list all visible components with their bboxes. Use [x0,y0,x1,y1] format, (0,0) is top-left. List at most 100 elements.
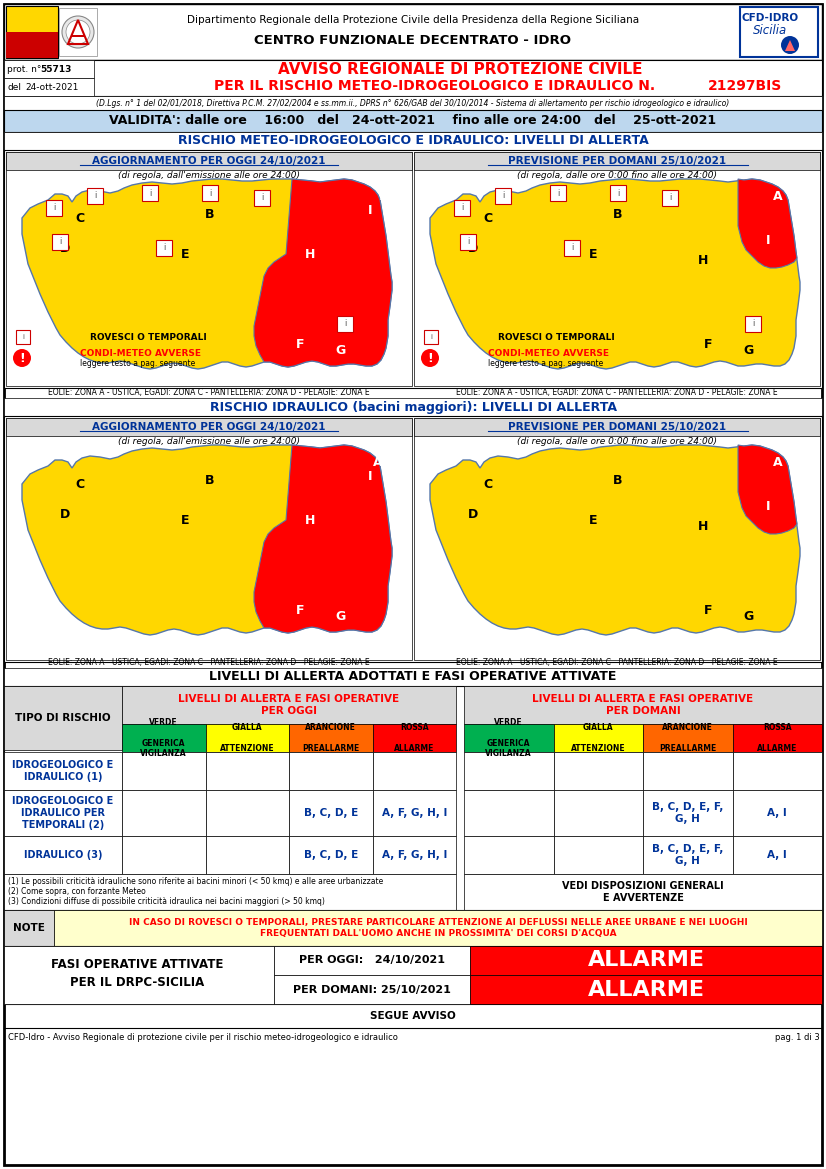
Text: prot. n°: prot. n° [7,64,41,74]
Text: H: H [698,519,708,533]
Text: (di regola, dall'emissione alle ore 24:00): (di regola, dall'emissione alle ore 24:0… [118,171,300,180]
Text: i: i [53,203,55,213]
Text: pag. 1 di 3: pag. 1 di 3 [776,1032,820,1042]
Text: C: C [75,212,84,224]
Text: (di regola, dalle ore 0:00 fino alle ore 24:00): (di regola, dalle ore 0:00 fino alle ore… [517,436,717,445]
Text: I: I [766,499,771,512]
Bar [4,686,822,971]
Bar [740,7,818,57]
Text: E: E [181,514,189,527]
Bar [553,752,643,790]
Bar [373,790,456,836]
Text: C: C [483,212,492,224]
Text: CONDI-METEO AVVERSE: CONDI-METEO AVVERSE [80,348,201,358]
Text: LIVELLI DI ALLERTA E FASI OPERATIVE
PER OGGI: LIVELLI DI ALLERTA E FASI OPERATIVE PER … [178,694,400,715]
Text: ARANCIONE

PREALLARME: ARANCIONE PREALLARME [659,724,716,753]
Bar [733,724,822,752]
Bar [122,752,206,790]
Bar [6,419,412,436]
Text: E: E [181,249,189,262]
Text: VEDI DISPOSIZIONI GENERALI
E AVVERTENZE: VEDI DISPOSIZIONI GENERALI E AVVERTENZE [563,881,724,902]
Bar [373,752,456,790]
Text: EOLIE: ZONA A - USTICA, EGADI: ZONA C - PANTELLERIA: ZONA D - PELAGIE: ZONA E: EOLIE: ZONA A - USTICA, EGADI: ZONA C - … [456,658,778,667]
Text: LIVELLI DI ALLERTA E FASI OPERATIVE
PER DOMANI: LIVELLI DI ALLERTA E FASI OPERATIVE PER … [533,694,753,715]
Text: i: i [617,188,620,198]
Text: GIALLA

ATTENZIONE: GIALLA ATTENZIONE [571,724,625,753]
Text: ROSSA

ALLARME: ROSSA ALLARME [394,724,434,753]
Text: H: H [698,254,708,267]
Text: CENTRO FUNZIONALE DECENTRATO - IDRO: CENTRO FUNZIONALE DECENTRATO - IDRO [254,34,572,47]
Bar [662,191,678,206]
Bar [4,909,822,946]
Text: A: A [773,456,783,469]
Bar [424,330,438,344]
Text: CONDI-METEO AVVERSE: CONDI-METEO AVVERSE [488,348,609,358]
Bar [4,110,822,132]
Bar [4,790,122,836]
Bar [274,946,470,975]
Bar [464,724,553,752]
Text: TIPO DI RISCHIO: TIPO DI RISCHIO [15,713,111,722]
Bar [142,185,158,201]
Polygon shape [254,445,392,632]
Text: D: D [468,507,478,520]
Text: VERDE

GENERICA
VIGILANZA: VERDE GENERICA VIGILANZA [140,718,187,759]
Bar [4,416,822,662]
Bar [4,874,456,909]
Text: (di regola, dall'emissione alle ore 24:00): (di regola, dall'emissione alle ore 24:0… [118,436,300,445]
Text: AVVISO REGIONALE DI PROTEZIONE CIVILE: AVVISO REGIONALE DI PROTEZIONE CIVILE [278,62,643,76]
Bar [122,836,206,874]
Text: B: B [613,208,623,221]
Bar [4,946,822,1004]
Bar [6,152,412,170]
Text: !: ! [427,352,433,365]
Circle shape [421,350,439,367]
Bar [4,686,122,750]
Text: PER IL DRPC-SICILIA: PER IL DRPC-SICILIA [70,975,204,989]
Bar [454,200,470,216]
Text: B: B [205,475,215,487]
Bar [274,975,470,1004]
Bar [337,316,353,332]
Text: i: i [571,243,573,253]
Text: B, C, D, E, F,
G, H: B, C, D, E, F, G, H [652,844,724,866]
Text: H: H [305,514,316,527]
Text: Sicilia: Sicilia [752,25,787,37]
Text: i: i [430,334,432,340]
Polygon shape [738,179,797,268]
Text: EOLIE: ZONA A - USTICA, EGADI: ZONA C - PANTELLERIA: ZONA D - PELAGIE: ZONA E: EOLIE: ZONA A - USTICA, EGADI: ZONA C - … [48,658,370,667]
Bar [6,152,412,386]
Bar [52,234,68,250]
Bar [745,316,761,332]
Text: leggere testo a pag. seguente: leggere testo a pag. seguente [80,360,195,368]
Bar [464,874,822,909]
Bar [122,724,206,752]
Bar [610,185,626,201]
Text: RISCHIO IDRAULICO (bacini maggiori): LIVELLI DI ALLERTA: RISCHIO IDRAULICO (bacini maggiori): LIV… [210,401,616,414]
Bar [6,6,58,58]
Polygon shape [254,179,392,367]
Bar [4,667,822,686]
Bar [464,752,553,790]
Text: (di regola, dalle ore 0:00 fino alle ore 24:00): (di regola, dalle ore 0:00 fino alle ore… [517,171,717,180]
Bar [414,419,820,660]
Bar [460,234,476,250]
Text: i: i [149,188,151,198]
Bar [564,240,580,256]
Bar [46,200,62,216]
Text: (2) Come sopra, con forzante Meteo: (2) Come sopra, con forzante Meteo [8,887,145,897]
Text: i: i [502,192,504,201]
Text: E: E [589,249,597,262]
Text: A: A [373,456,382,469]
Bar [289,724,373,752]
Bar [54,909,822,946]
Text: 21297BIS: 21297BIS [708,79,782,94]
Bar [733,790,822,836]
Bar [4,4,822,60]
Text: AGGIORNAMENTO PER OGGI 24/10/2021: AGGIORNAMENTO PER OGGI 24/10/2021 [93,422,325,433]
Bar [733,752,822,790]
Text: G: G [743,609,753,623]
Text: Dipartimento Regionale della Protezione Civile della Presidenza della Regione Si: Dipartimento Regionale della Protezione … [187,15,639,25]
Bar [289,752,373,790]
Text: G: G [743,344,753,357]
